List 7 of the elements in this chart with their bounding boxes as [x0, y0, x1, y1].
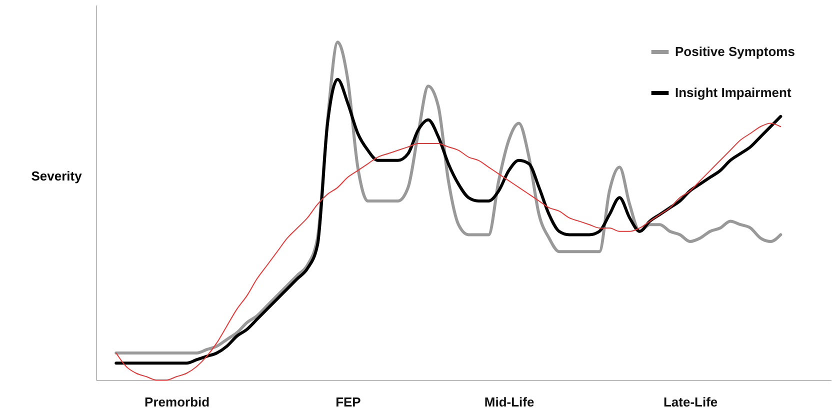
x-tick-label: Late-Life: [663, 394, 718, 410]
legend-label: Positive Symptoms: [675, 44, 795, 59]
x-tick-label: Mid-Life: [484, 394, 534, 410]
x-tick-label: FEP: [336, 394, 362, 410]
x-tick-label: Premorbid: [144, 394, 210, 410]
y-axis-title: Severity: [31, 168, 83, 184]
legend-label: Insight Impairment: [675, 85, 792, 100]
